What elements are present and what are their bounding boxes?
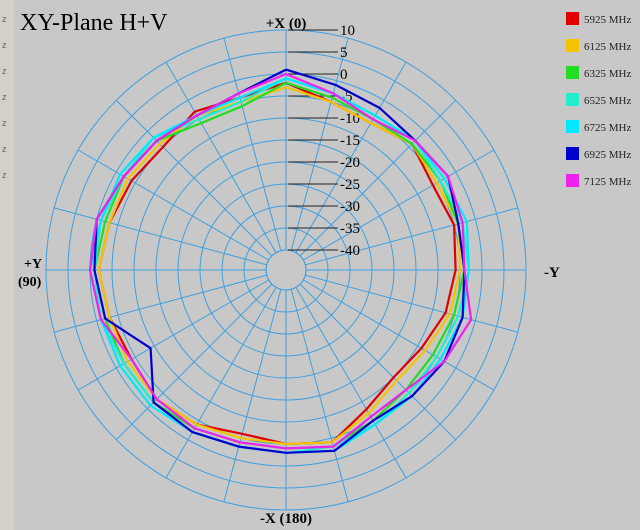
grid-spoke xyxy=(305,274,518,333)
legend-swatch xyxy=(566,39,579,52)
grid-spoke xyxy=(303,149,495,261)
strip-label: z xyxy=(2,144,7,154)
left-panel-strip: z z z z z z z xyxy=(0,0,15,530)
series-line xyxy=(88,72,473,450)
grid-spoke xyxy=(305,207,518,266)
grid-spoke xyxy=(295,287,407,479)
radial-tick-label: 10 xyxy=(340,23,355,39)
legend-label: 6725 MHz xyxy=(584,122,631,134)
grid-spoke xyxy=(54,274,267,333)
strip-label: z xyxy=(2,40,7,50)
angle-label-left: +Y xyxy=(24,257,42,272)
radial-tick-label: -40 xyxy=(340,243,360,259)
grid-spoke xyxy=(299,99,457,257)
grid-spoke xyxy=(115,283,273,441)
grid-spoke xyxy=(290,289,349,502)
strip-label: z xyxy=(2,66,7,76)
legend-swatch xyxy=(566,120,579,133)
grid-spoke xyxy=(299,283,457,441)
grid-spoke xyxy=(165,287,277,479)
strip-label: z xyxy=(2,118,7,128)
series-line xyxy=(93,68,466,454)
radial-tick-label: -30 xyxy=(340,199,360,215)
plot-panel: 10 5 0 -5 -10 -15 -20 -25 -30 -35 -40 XY-Plane H+V… xyxy=(14,0,640,530)
grid-spoke xyxy=(290,38,349,251)
angle-label-right: -Y xyxy=(544,265,560,281)
legend-swatch xyxy=(566,174,579,187)
legend-label: 5925 MHz xyxy=(584,14,631,26)
grid-spoke xyxy=(303,279,495,391)
grid-spoke xyxy=(115,99,273,257)
grid-ring xyxy=(265,249,307,291)
radial-tick-label: -25 xyxy=(340,177,360,193)
legend-swatch xyxy=(566,12,579,25)
radial-tick-label: 5 xyxy=(340,45,348,61)
series-line xyxy=(97,86,462,446)
angle-label-top: +X (0) xyxy=(266,16,307,32)
grid-spoke xyxy=(77,149,269,261)
grid-spoke xyxy=(165,61,277,253)
legend-swatch xyxy=(566,66,579,79)
grid-spoke xyxy=(223,289,282,502)
legend-swatch xyxy=(566,93,579,106)
angle-label-bottom: -X (180) xyxy=(260,511,312,527)
strip-label: z xyxy=(2,92,7,102)
legend-label: 6525 MHz xyxy=(584,95,631,107)
legend: 5925 MHz 6125 MHz 6325 MHz 6525 MHz 6725 MHz… xyxy=(566,12,631,188)
radial-tick-label: -35 xyxy=(340,221,360,237)
angle-label-left-sub: (90) xyxy=(18,275,42,290)
radial-tick-label: 0 xyxy=(340,67,348,83)
legend-label: 6925 MHz xyxy=(584,149,631,161)
legend-label: 7125 MHz xyxy=(584,176,631,188)
series-layer xyxy=(88,68,473,454)
grid-spoke xyxy=(77,279,269,391)
legend-label: 6125 MHz xyxy=(584,41,631,53)
grid-spoke xyxy=(295,61,407,253)
grid-spoke xyxy=(223,38,282,251)
chart-labels: XY-Plane H+V +X (0) -Y -X (180) +Y (90) xyxy=(18,10,560,527)
chart-title: XY-Plane H+V xyxy=(20,10,168,36)
strip-label: z xyxy=(2,14,7,24)
grid-spoke xyxy=(54,207,267,266)
radial-tick-label: -20 xyxy=(340,155,360,171)
radial-tick-label: -15 xyxy=(340,133,360,149)
legend-label: 6325 MHz xyxy=(584,68,631,80)
strip-label: z xyxy=(2,170,7,180)
radial-tick-label: -10 xyxy=(340,111,360,127)
legend-swatch xyxy=(566,147,579,160)
